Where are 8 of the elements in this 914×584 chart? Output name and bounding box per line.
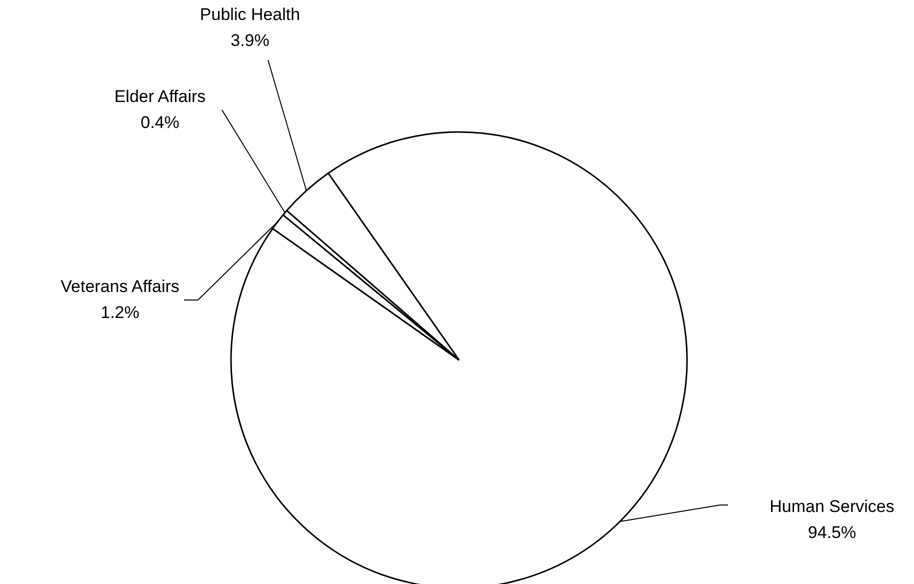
data-label: 3.9% bbox=[230, 31, 270, 50]
slice-label: Human Services bbox=[770, 497, 894, 516]
slice-label: Veterans Affairs bbox=[60, 277, 180, 296]
data-label: 94.5% bbox=[808, 523, 856, 542]
slice-label: Elder Affairs bbox=[114, 87, 206, 106]
slice-label: Public Health bbox=[200, 5, 300, 24]
data-label: 0.4% bbox=[140, 113, 180, 132]
data-label: 1.2% bbox=[100, 303, 140, 322]
